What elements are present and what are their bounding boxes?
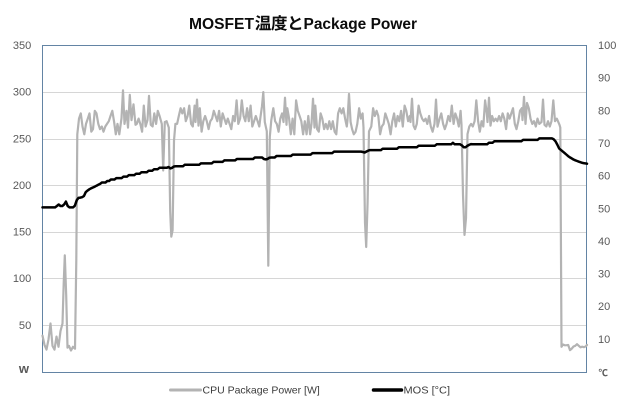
svg-text:250: 250 xyxy=(13,133,31,145)
svg-text:300: 300 xyxy=(13,87,31,99)
svg-text:50: 50 xyxy=(19,320,31,332)
svg-text:350: 350 xyxy=(13,40,31,52)
svg-text:60: 60 xyxy=(598,171,610,183)
svg-text:70: 70 xyxy=(598,138,610,150)
svg-text:MOSFET: MOSFET xyxy=(189,16,254,33)
svg-text:CPU Package Power [W]: CPU Package Power [W] xyxy=(203,385,320,397)
svg-text:MOS [°C]: MOS [°C] xyxy=(404,385,451,397)
svg-text:30: 30 xyxy=(598,269,610,281)
svg-text:100: 100 xyxy=(13,273,31,285)
svg-text:150: 150 xyxy=(13,227,31,239)
svg-text:w: w xyxy=(18,361,30,376)
svg-text:80: 80 xyxy=(598,105,610,117)
svg-text:100: 100 xyxy=(598,40,616,52)
svg-text:Package Power: Package Power xyxy=(304,16,418,33)
svg-text:40: 40 xyxy=(598,236,610,248)
svg-text:50: 50 xyxy=(598,203,610,215)
svg-text:20: 20 xyxy=(598,301,610,313)
svg-text:90: 90 xyxy=(598,73,610,85)
svg-text:200: 200 xyxy=(13,180,31,192)
svg-text:10: 10 xyxy=(598,334,610,346)
